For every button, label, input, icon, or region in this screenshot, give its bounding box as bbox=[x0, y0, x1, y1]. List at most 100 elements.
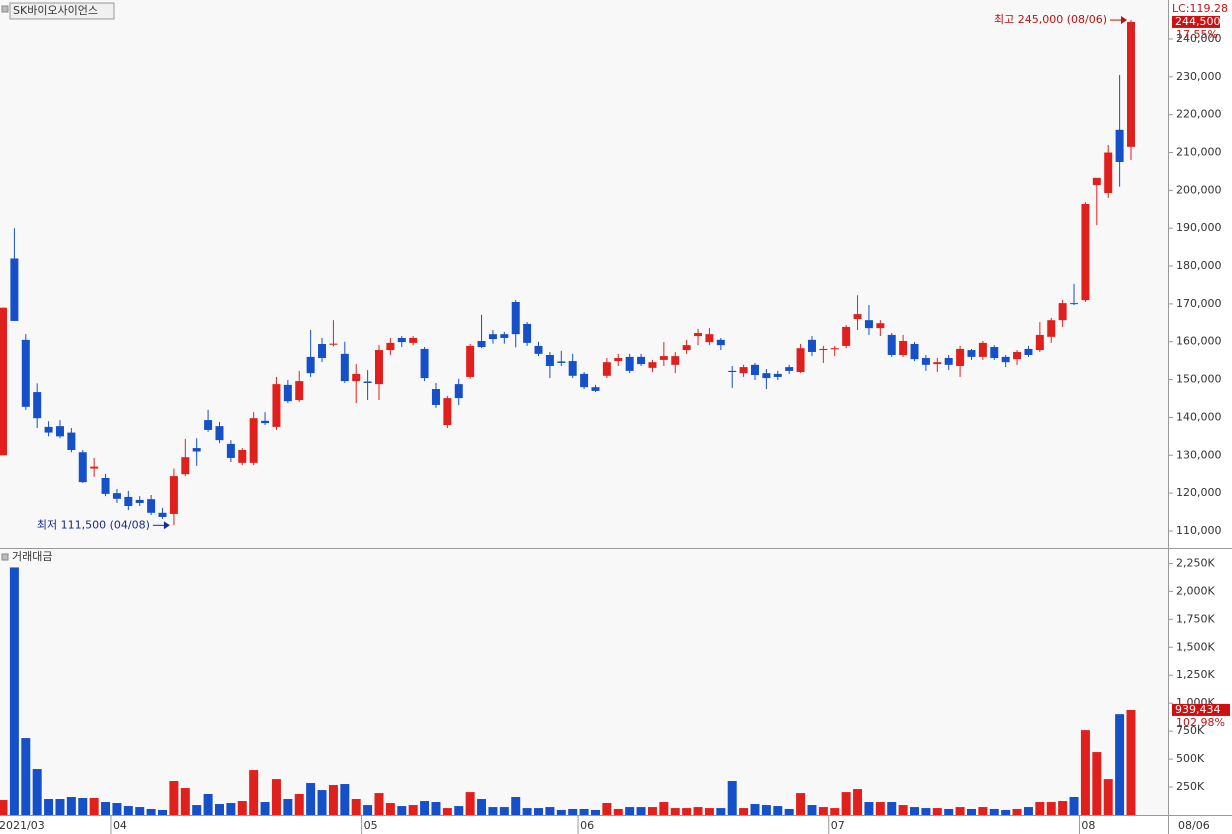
volume-bar bbox=[955, 807, 965, 815]
y-tick-label: 140,000 bbox=[1176, 410, 1222, 423]
volume-bar bbox=[363, 805, 373, 815]
candle-body bbox=[306, 356, 315, 374]
candle-body bbox=[272, 384, 281, 427]
volume-bar bbox=[351, 799, 361, 815]
y-tick-label: 240,000 bbox=[1176, 32, 1222, 45]
candle-body bbox=[55, 426, 64, 437]
y-tick-label: 1,500K bbox=[1176, 640, 1215, 653]
high-annotation: 최고 245,000 (08/06) bbox=[994, 13, 1107, 26]
y-tick-label: 130,000 bbox=[1176, 448, 1222, 461]
volume-bar bbox=[966, 808, 976, 815]
y-tick-label: 1,250K bbox=[1176, 668, 1215, 681]
volume-bar bbox=[727, 781, 737, 815]
volume-bar bbox=[169, 781, 179, 815]
candle-body bbox=[386, 342, 395, 351]
candle-body bbox=[739, 367, 748, 374]
candle-body bbox=[340, 353, 349, 382]
volume-bar bbox=[534, 808, 544, 815]
volume-panel bbox=[0, 549, 1168, 815]
candle-body bbox=[204, 420, 213, 430]
change-label: 102.98% bbox=[1176, 716, 1225, 729]
candle-body bbox=[249, 418, 258, 463]
y-tick-label: 110,000 bbox=[1176, 524, 1222, 537]
candle-body bbox=[990, 347, 999, 359]
candle-body bbox=[602, 362, 611, 376]
candle-body bbox=[933, 362, 942, 365]
volume-bar bbox=[146, 808, 156, 815]
volume-bar bbox=[693, 807, 703, 815]
candle-body bbox=[944, 358, 953, 365]
candle-body bbox=[181, 457, 190, 475]
x-end-label: 08/06 bbox=[1178, 819, 1210, 832]
y-tick-label: 120,000 bbox=[1176, 486, 1222, 499]
volume-bar bbox=[796, 793, 806, 815]
candle-body bbox=[431, 389, 440, 405]
candle-body bbox=[1115, 129, 1124, 162]
candle-body bbox=[67, 432, 76, 450]
volume-bar bbox=[830, 808, 840, 815]
candle-body bbox=[967, 350, 976, 357]
volume-bar bbox=[522, 808, 532, 815]
candle-body bbox=[671, 356, 680, 365]
volume-bar bbox=[112, 803, 122, 815]
candle-body bbox=[705, 334, 714, 343]
candle-body bbox=[295, 381, 304, 401]
y-tick-label: 230,000 bbox=[1176, 70, 1222, 83]
volume-bar bbox=[545, 807, 555, 815]
volume-bar bbox=[807, 805, 817, 815]
candle-body bbox=[409, 337, 418, 343]
volume-bar bbox=[625, 807, 635, 815]
volume-bar bbox=[477, 799, 487, 815]
candle-body bbox=[659, 356, 668, 360]
candle-body bbox=[1127, 21, 1135, 147]
candle-body bbox=[33, 392, 42, 419]
candle-body bbox=[135, 499, 144, 503]
volume-bar bbox=[283, 799, 293, 815]
candle-body bbox=[682, 345, 691, 351]
low-annotation: 최저 111,500 (04/08) bbox=[37, 518, 150, 531]
candle-body bbox=[864, 320, 873, 329]
candle-body bbox=[762, 373, 771, 379]
x-tick-label: 08 bbox=[1081, 819, 1095, 832]
volume-bar bbox=[385, 803, 395, 815]
volume-bar bbox=[910, 807, 920, 815]
volume-bar bbox=[1092, 752, 1102, 815]
candle-body bbox=[842, 326, 851, 346]
chart-title: SK바이오사이언스 bbox=[13, 4, 98, 17]
candle-body bbox=[887, 334, 896, 355]
price-panel bbox=[0, 0, 1168, 548]
volume-bar bbox=[511, 796, 521, 815]
volume-bar bbox=[739, 808, 749, 815]
candle-body bbox=[329, 343, 338, 345]
candle-body bbox=[648, 362, 657, 368]
candle-body bbox=[363, 381, 372, 383]
candle-body bbox=[1047, 320, 1056, 337]
volume-bar bbox=[454, 806, 464, 815]
volume-bar bbox=[568, 808, 578, 815]
volume-bar bbox=[328, 785, 338, 815]
volume-bar bbox=[659, 802, 669, 815]
y-tick-label: 190,000 bbox=[1176, 221, 1222, 234]
volume-bar bbox=[294, 793, 304, 815]
candle-body bbox=[44, 426, 53, 433]
indicator-label: LC:119.28 bbox=[1172, 2, 1228, 15]
candle-body bbox=[545, 354, 554, 366]
volume-bar bbox=[249, 770, 259, 815]
candle-body bbox=[796, 348, 805, 373]
candle-body bbox=[557, 361, 566, 363]
volume-bar bbox=[750, 804, 760, 815]
candle-body bbox=[591, 387, 600, 391]
volume-bar bbox=[579, 808, 589, 815]
volume-bar bbox=[488, 807, 498, 815]
volume-bar bbox=[1080, 730, 1090, 815]
volume-bar bbox=[271, 779, 281, 815]
candle-body bbox=[1024, 348, 1033, 355]
volume-bar bbox=[101, 802, 111, 815]
candle-body bbox=[443, 398, 452, 426]
last-marker-label: 939,434 bbox=[1175, 703, 1221, 716]
candle-body bbox=[876, 323, 885, 329]
y-tick-label: 1,750K bbox=[1176, 612, 1215, 625]
volume-bar bbox=[602, 803, 612, 815]
volume-bar bbox=[1001, 809, 1011, 815]
